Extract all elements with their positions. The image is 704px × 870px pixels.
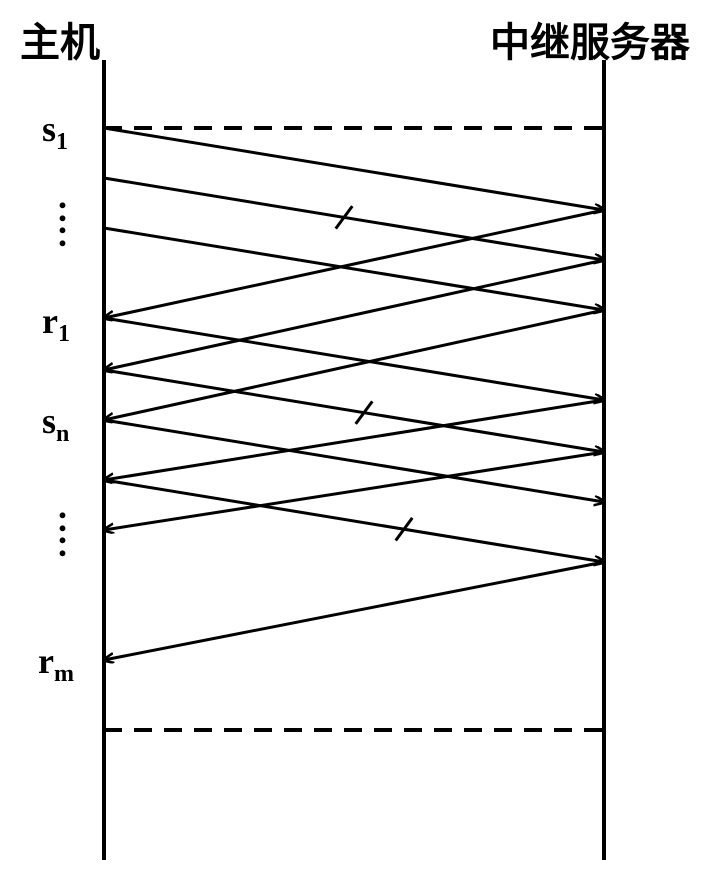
event-label-sub: 1 xyxy=(56,129,68,155)
event-label-sub: 1 xyxy=(58,321,70,347)
message-arrow xyxy=(104,318,604,400)
message-arrow xyxy=(104,128,604,210)
event-label: r1 xyxy=(42,300,70,348)
message-arrow xyxy=(104,310,604,420)
event-label-text: r xyxy=(42,301,58,341)
message-arrow xyxy=(104,210,604,318)
event-label-text: r xyxy=(38,641,54,681)
message-arrow xyxy=(104,228,604,310)
message-arrow xyxy=(104,260,604,370)
event-label: sn xyxy=(42,400,69,448)
diagram-svg xyxy=(0,0,704,870)
event-label-sub: m xyxy=(54,661,74,687)
event-label: rm xyxy=(38,640,74,688)
message-arrow xyxy=(104,178,604,260)
event-label: s1 xyxy=(42,108,68,156)
event-label-text: s xyxy=(42,401,56,441)
event-label-sub: n xyxy=(56,421,69,447)
message-arrow xyxy=(104,562,604,660)
vertical-ellipsis-icon: .... xyxy=(58,500,67,550)
vertical-ellipsis-icon: .... xyxy=(58,190,67,240)
event-label-text: s xyxy=(42,109,56,149)
